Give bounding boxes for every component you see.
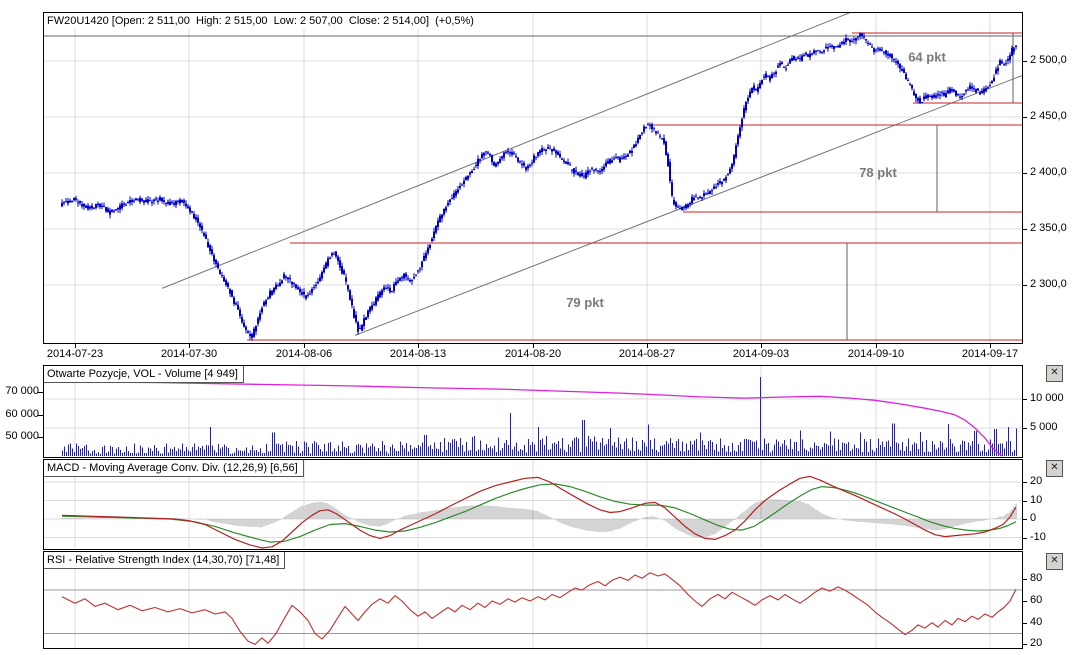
date-tick-label: 2014-08-13 <box>389 348 447 360</box>
open-interest-tick-label: 60 000 <box>5 407 39 420</box>
volume-tick-label: 10 000 <box>1030 392 1064 404</box>
open-interest-tick-label: 50 000 <box>5 430 39 442</box>
tick-mark <box>1022 428 1027 429</box>
rsi-chart <box>44 552 1022 647</box>
tick-mark <box>1022 579 1027 581</box>
main-chart-title: FW20U1420 [Open: 2 511,00 High: 2 515,00… <box>44 13 479 29</box>
rsi-panel-title: RSI - Relative Strength Index (14,30,70)… <box>44 552 286 569</box>
rsi-tick-label: 80 <box>1030 572 1043 585</box>
candlestick-chart: 64 pkt 78 pkt 79 pkt <box>44 12 1022 343</box>
date-tick-label: 2014-09-10 <box>847 348 905 360</box>
macd-tick-label: 10 <box>1030 493 1043 506</box>
date-tick-label: 2014-08-20 <box>504 348 562 360</box>
tick-mark <box>647 344 648 348</box>
tick-mark <box>1022 117 1027 118</box>
rsi-tick-label: 40 <box>1030 615 1043 628</box>
tick-mark <box>1022 61 1027 62</box>
price-tick-label: 2 450,0 <box>1030 110 1067 122</box>
macd-tick-label: -10 <box>1030 530 1046 543</box>
price-tick-label: 2 500,0 <box>1030 54 1067 66</box>
tick-mark <box>1022 644 1027 646</box>
date-tick-label: 2014-09-03 <box>732 348 790 360</box>
tick-mark <box>761 344 762 348</box>
tick-mark <box>38 392 43 393</box>
close-icon: ✕ <box>1050 367 1059 378</box>
measure-annotation: 79 pkt <box>566 295 604 310</box>
tick-mark <box>189 344 190 348</box>
tick-mark <box>533 344 534 348</box>
measure-annotation: 64 pkt <box>908 50 946 65</box>
close-icon: ✕ <box>1050 555 1059 566</box>
volume-tick-label: 5 000 <box>1030 421 1058 433</box>
date-tick-label: 2014-07-23 <box>46 348 104 360</box>
close-icon: ✕ <box>1050 462 1059 473</box>
tick-mark <box>1022 537 1027 539</box>
tick-mark <box>418 344 419 348</box>
macd-panel-title: MACD - Moving Average Conv. Div. (12,26,… <box>44 460 304 477</box>
volume-panel-title: Otwarte Pozycje, VOL - Volume [4 949] <box>44 366 244 383</box>
date-tick-label: 2014-08-06 <box>275 348 333 360</box>
close-button-rsi[interactable]: ✕ <box>1046 553 1063 570</box>
close-button-macd[interactable]: ✕ <box>1046 460 1063 477</box>
date-tick-label: 2014-07-30 <box>160 348 218 360</box>
rsi-tick-label: 60 <box>1030 594 1043 606</box>
close-button-volume[interactable]: ✕ <box>1046 365 1063 382</box>
tick-mark <box>1022 500 1027 502</box>
tick-mark <box>1022 229 1027 230</box>
tick-mark <box>876 344 877 348</box>
price-tick-label: 2 400,0 <box>1030 166 1067 178</box>
tick-mark <box>38 437 43 438</box>
tick-mark <box>1022 622 1027 624</box>
open-interest-tick-label: 70 000 <box>5 385 39 397</box>
tick-mark <box>1022 399 1027 400</box>
price-tick-label: 2 300,0 <box>1030 278 1067 290</box>
date-tick-label: 2014-08-27 <box>618 348 676 360</box>
tick-mark <box>1022 482 1027 483</box>
macd-chart <box>44 460 1022 549</box>
tick-mark <box>1022 601 1027 602</box>
tick-mark <box>38 414 43 416</box>
tick-mark <box>304 344 305 348</box>
tick-mark <box>1022 285 1027 286</box>
macd-tick-label: 0 <box>1030 512 1037 524</box>
tick-mark <box>1022 173 1027 174</box>
measure-annotation: 78 pkt <box>859 165 897 180</box>
macd-tick-label: 20 <box>1030 475 1043 487</box>
price-tick-label: 2 350,0 <box>1030 222 1067 234</box>
tick-mark <box>1022 519 1027 520</box>
rsi-tick-label: 20 <box>1030 637 1043 650</box>
volume-chart <box>44 366 1022 457</box>
tick-mark <box>75 344 76 348</box>
tick-mark <box>990 344 991 348</box>
date-tick-label: 2014-09-17 <box>961 348 1019 360</box>
